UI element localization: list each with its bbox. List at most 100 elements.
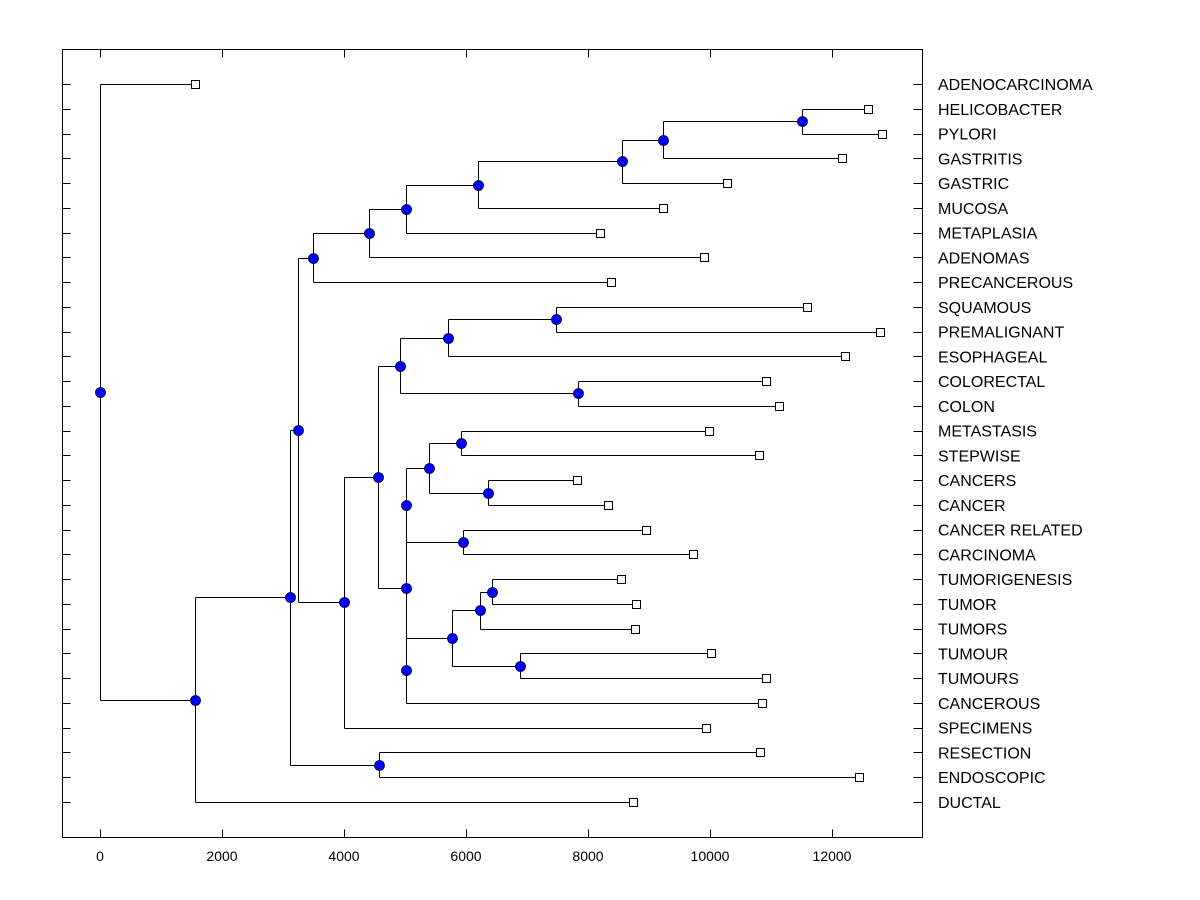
internal-node — [573, 388, 584, 399]
leaf-marker — [878, 130, 887, 139]
leaf-marker — [705, 427, 714, 436]
leaf-label: TUMORIGENESIS — [938, 572, 1072, 589]
leaf-label: TUMOR — [938, 597, 997, 614]
internal-node — [401, 204, 412, 215]
leaf-label: ADENOMAS — [938, 250, 1030, 267]
internal-node — [487, 587, 498, 598]
leaf-label: RESECTION — [938, 745, 1031, 762]
leaf-marker — [762, 377, 771, 386]
internal-node — [339, 597, 350, 608]
leaf-marker — [762, 674, 771, 683]
node-markers — [95, 116, 808, 771]
leaf-label: STEPWISE — [938, 448, 1021, 465]
internal-node — [401, 665, 412, 676]
internal-node — [658, 135, 669, 146]
internal-node — [364, 228, 375, 239]
leaf-label: SQUAMOUS — [938, 300, 1031, 317]
x-tick-label: 2000 — [206, 848, 237, 864]
internal-node — [293, 425, 304, 436]
internal-node — [473, 180, 484, 191]
internal-node — [401, 500, 412, 511]
leaf-marker — [723, 179, 732, 188]
x-tick-label: 12000 — [813, 848, 852, 864]
leaf-marker — [604, 501, 613, 510]
internal-node — [308, 253, 319, 264]
internal-node — [551, 314, 562, 325]
leaf-markers — [191, 80, 887, 807]
leaf-label: PREMALIGNANT — [938, 325, 1064, 342]
leaf-marker — [876, 328, 885, 337]
axis-ticks — [62, 49, 923, 838]
leaf-label: TUMORS — [938, 622, 1007, 639]
leaf-marker — [631, 625, 640, 634]
leaf-marker — [855, 773, 864, 782]
leaf-marker — [841, 352, 850, 361]
internal-node — [285, 592, 296, 603]
internal-node — [483, 488, 494, 499]
leaf-label: CANCER RELATED — [938, 523, 1083, 540]
leaf-marker — [775, 402, 784, 411]
leaf-label: SPECIMENS — [938, 721, 1032, 738]
leaf-marker — [607, 278, 616, 287]
internal-node — [456, 438, 467, 449]
leaf-marker — [191, 80, 200, 89]
internal-node — [617, 156, 628, 167]
internal-node — [95, 387, 106, 398]
dendrogram-edges — [100, 84, 883, 803]
internal-node — [458, 537, 469, 548]
leaf-marker — [659, 204, 668, 213]
leaf-marker — [642, 526, 651, 535]
leaf-marker — [702, 724, 711, 733]
leaf-marker — [596, 229, 605, 238]
leaf-marker — [632, 600, 641, 609]
leaf-marker — [864, 105, 873, 114]
leaf-label: CANCERS — [938, 473, 1016, 490]
leaf-marker — [573, 476, 582, 485]
leaf-label: ESOPHAGEAL — [938, 349, 1047, 366]
leaf-label: CANCEROUS — [938, 696, 1040, 713]
x-tick-label: 6000 — [450, 848, 481, 864]
x-tick-labels: 0 2000 4000 6000 8000 10000 12000 — [96, 848, 852, 864]
leaf-label: HELICOBACTER — [938, 102, 1062, 119]
internal-node — [374, 760, 385, 771]
leaf-label: CARCINOMA — [938, 547, 1036, 564]
leaf-label: DUCTAL — [938, 795, 1001, 812]
leaf-label: GASTRITIS — [938, 151, 1022, 168]
leaf-label: COLORECTAL — [938, 374, 1045, 391]
leaf-marker — [700, 253, 709, 262]
x-tick-label: 4000 — [328, 848, 359, 864]
x-tick-label: 8000 — [572, 848, 603, 864]
leaf-label: ENDOSCOPIC — [938, 770, 1046, 787]
internal-node — [401, 583, 412, 594]
internal-node — [515, 661, 526, 672]
leaf-marker — [629, 798, 638, 807]
leaf-marker — [755, 451, 764, 460]
internal-node — [475, 605, 486, 616]
leaf-label: METASTASIS — [938, 424, 1037, 441]
internal-node — [797, 116, 808, 127]
internal-node — [443, 333, 454, 344]
leaf-label: METAPLASIA — [938, 226, 1038, 243]
leaf-marker — [617, 575, 626, 584]
leaf-label: TUMOURS — [938, 671, 1019, 688]
leaf-label: CANCER — [938, 498, 1006, 515]
leaf-label: MUCOSA — [938, 201, 1009, 218]
internal-node — [190, 695, 201, 706]
leaf-label: COLON — [938, 399, 995, 416]
leaf-marker — [758, 699, 767, 708]
leaf-label: GASTRIC — [938, 176, 1009, 193]
internal-node — [424, 463, 435, 474]
leaf-marker — [707, 649, 716, 658]
leaf-marker — [689, 550, 698, 559]
x-tick-label: 10000 — [691, 848, 730, 864]
leaf-marker — [803, 303, 812, 312]
leaf-label: TUMOUR — [938, 646, 1008, 663]
plot-frame — [62, 49, 923, 838]
x-tick-label: 0 — [96, 848, 104, 864]
leaf-label: ADENOCARCINOMA — [938, 77, 1093, 94]
leaf-marker — [756, 748, 765, 757]
leaf-label: PRECANCEROUS — [938, 275, 1073, 292]
internal-node — [447, 633, 458, 644]
internal-node — [373, 472, 384, 483]
